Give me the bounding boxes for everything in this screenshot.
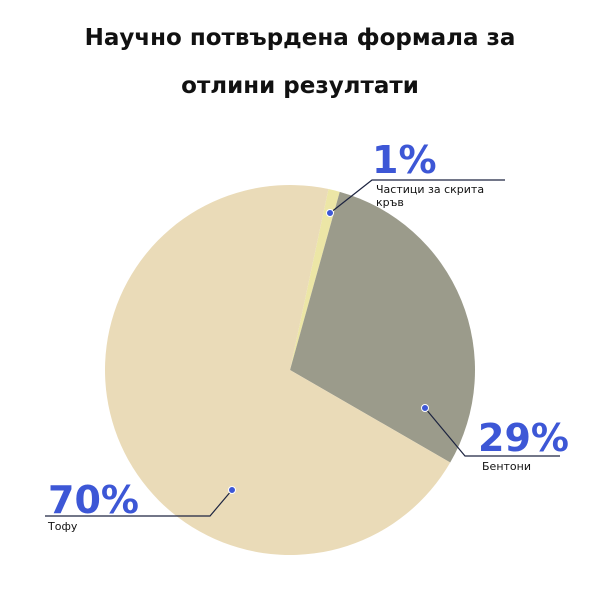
pie-slice (105, 185, 451, 556)
leader-dot (421, 404, 429, 412)
leader-dot (326, 209, 334, 217)
value-label: 1% (372, 138, 437, 182)
value-label: 70% (48, 478, 139, 522)
value-label: 29% (478, 416, 569, 460)
pie-slice (290, 189, 340, 370)
leader-line (424, 407, 560, 457)
category-label: Бентони (482, 460, 531, 473)
chart-title: Научно потвърдена формала за отлини резу… (84, 25, 516, 99)
leader-dot (228, 486, 236, 494)
leader-line (45, 489, 233, 517)
pie-slice (290, 191, 475, 463)
category-label: Частици за скрита кръв (376, 183, 485, 209)
leader-line (329, 179, 505, 214)
category-label: Тофу (48, 520, 78, 533)
